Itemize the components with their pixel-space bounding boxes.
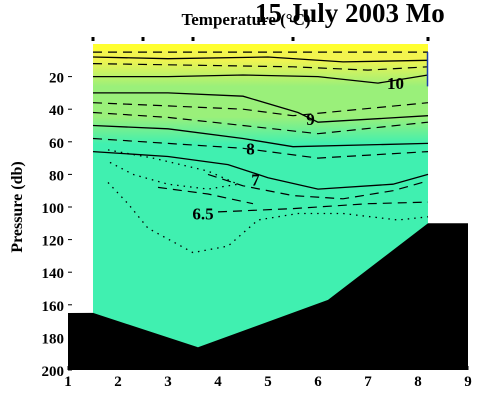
station-markers xyxy=(91,37,430,41)
x-tick-label-6: 7 xyxy=(364,374,372,390)
dotted-contour-0 xyxy=(107,149,241,190)
chart-subtitle: Temperature (°C) xyxy=(181,10,310,29)
x-axis-ticks: 1 2 3 4 5 6 7 8 9 xyxy=(64,366,472,390)
contour-label-1: 9 xyxy=(306,110,315,129)
contour-lines xyxy=(92,51,429,254)
plot-area: 10 9 8 7 6.5 xyxy=(68,44,468,370)
y-tick-label-3: 80 xyxy=(49,168,64,184)
x-tick-label-5: 6 xyxy=(314,374,322,390)
y-tick-label-8: 180 xyxy=(42,331,65,347)
station-marker-3 xyxy=(291,37,295,41)
y-tick-label-1: 40 xyxy=(49,103,64,119)
x-tick-label-0: 1 xyxy=(64,374,72,390)
station-marker-2 xyxy=(191,37,195,41)
dashed-contour-2 xyxy=(92,102,429,117)
dashed-contour-5 xyxy=(207,173,429,200)
y-axis-label: Pressure (db) xyxy=(9,161,26,252)
y-tick-label-4: 100 xyxy=(42,201,65,217)
y-tick-label-9: 200 xyxy=(42,364,65,380)
solid-contour-2 xyxy=(93,92,429,123)
contour-label-3: 7 xyxy=(251,170,260,189)
y-tick-label-0: 20 xyxy=(49,71,64,87)
surface-layer xyxy=(93,44,428,51)
y-tick-label-7: 160 xyxy=(42,299,65,315)
station-marker-4 xyxy=(426,37,430,41)
seafloor-bathymetry xyxy=(68,223,468,370)
contour-labels: 10 9 8 7 6.5 xyxy=(192,74,404,223)
contour-label-0: 10 xyxy=(387,74,404,93)
y-axis-ticks: 20 40 60 80 100 120 140 160 180 200 xyxy=(42,71,72,380)
solid-contour-0 xyxy=(92,56,429,63)
x-tick-label-1: 2 xyxy=(114,374,122,390)
contour-label-4: 6.5 xyxy=(192,205,213,224)
station-marker-0 xyxy=(91,37,95,41)
solid-contour-4 xyxy=(92,150,429,190)
dashed-contour-4 xyxy=(92,137,429,159)
chart-title: 15 July 2003 Mo xyxy=(255,0,445,28)
dashed-contour-1 xyxy=(92,63,429,71)
y-tick-label-6: 140 xyxy=(42,266,65,282)
x-tick-label-3: 4 xyxy=(214,374,222,390)
dashed-contour-7 xyxy=(217,201,429,213)
solid-contour-1 xyxy=(93,74,429,84)
x-tick-label-7: 8 xyxy=(414,374,422,390)
y-tick-label-2: 60 xyxy=(49,136,64,152)
x-tick-label-4: 5 xyxy=(264,374,272,390)
solid-contour-3 xyxy=(92,124,429,148)
x-tick-label-2: 3 xyxy=(164,374,172,390)
dashed-contour-6 xyxy=(157,186,254,205)
station-marker-1 xyxy=(141,37,145,41)
contour-label-2: 8 xyxy=(246,139,255,158)
y-tick-label-5: 120 xyxy=(42,234,65,250)
x-tick-label-8: 9 xyxy=(464,374,472,390)
dashed-contour-3 xyxy=(92,111,429,135)
